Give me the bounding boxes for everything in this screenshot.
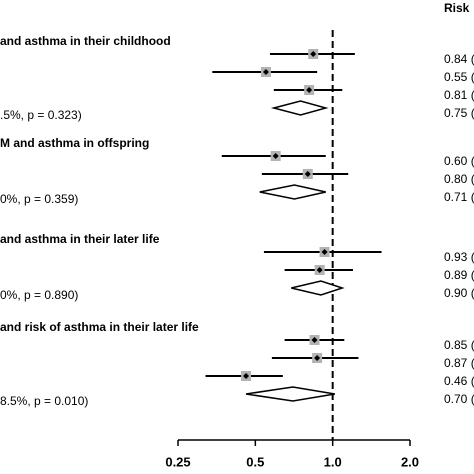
point-estimate bbox=[304, 171, 311, 177]
estimate-label: 0.80 ( bbox=[444, 172, 474, 186]
group-title: and asthma in their childhood bbox=[0, 34, 171, 48]
point-estimate bbox=[311, 337, 318, 343]
group-title: and asthma in their later life bbox=[0, 232, 160, 246]
point-estimate bbox=[310, 51, 317, 57]
x-tick-label: 2.0 bbox=[401, 454, 419, 469]
estimate-label: 0.70 ( bbox=[444, 392, 474, 406]
estimate-label: 0.84 ( bbox=[444, 52, 474, 66]
x-tick-label: 0.5 bbox=[246, 454, 264, 469]
estimate-label: 0.87 ( bbox=[444, 356, 474, 370]
estimate-label: 0.75 ( bbox=[444, 106, 474, 120]
point-estimate bbox=[243, 373, 250, 379]
x-tick-label: 0.25 bbox=[165, 454, 190, 469]
point-estimate bbox=[306, 87, 313, 93]
estimate-label: 0.85 ( bbox=[444, 338, 474, 352]
estimate-label: 0.71 ( bbox=[444, 190, 474, 204]
estimate-label: 0.46 ( bbox=[444, 374, 474, 388]
group-title: and risk of asthma in their later life bbox=[0, 320, 199, 334]
point-estimate bbox=[314, 355, 321, 361]
summary-diamond bbox=[245, 386, 335, 402]
x-tick-label: 1.0 bbox=[324, 454, 342, 469]
heterogeneity-label: 0%, p = 0.359) bbox=[0, 192, 78, 206]
summary-diamond bbox=[259, 184, 326, 200]
estimate-label: 0.60 ( bbox=[444, 154, 474, 168]
estimate-label: 0.89 ( bbox=[444, 268, 474, 282]
heterogeneity-label: 0%, p = 0.890) bbox=[0, 288, 78, 302]
point-estimate bbox=[316, 267, 323, 273]
heterogeneity-label: 8.5%, p = 0.010) bbox=[0, 394, 88, 408]
estimate-label: 0.90 ( bbox=[444, 286, 474, 300]
point-estimate bbox=[321, 249, 328, 255]
group-title: M and asthma in offspring bbox=[0, 136, 149, 150]
column-header: Risk bbox=[444, 1, 470, 15]
point-estimate bbox=[262, 69, 269, 75]
summary-diamond bbox=[270, 100, 329, 116]
estimate-label: 0.81 ( bbox=[444, 88, 474, 102]
summary-diamond bbox=[291, 280, 345, 296]
heterogeneity-label: .5%, p = 0.323) bbox=[0, 108, 82, 122]
estimate-label: 0.55 ( bbox=[444, 70, 474, 84]
point-estimate bbox=[272, 153, 279, 159]
estimate-label: 0.93 ( bbox=[444, 250, 474, 264]
